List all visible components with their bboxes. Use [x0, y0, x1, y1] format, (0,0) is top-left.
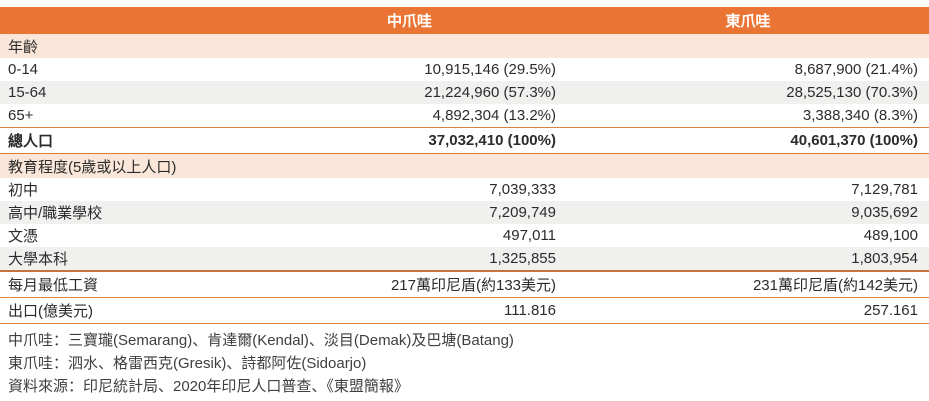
value-cell-central-java: 7,039,333 [489, 181, 556, 198]
row-label: 大學本科 [0, 247, 252, 272]
value-cell-east-java: 489,100 [863, 227, 918, 244]
row-label: 15-64 [0, 81, 252, 104]
empty-header-cell [0, 7, 252, 34]
value-cell-central-java: 111.816 [252, 297, 567, 324]
section-title: 教育程度(5歲或以上人口) [0, 153, 929, 178]
value-cell-central-java: 1,325,855 [252, 247, 567, 272]
footnote-east-java-cities: 東爪哇：泗水、格雷西克(Gresik)、詩都阿佐(Sidoarjo) [8, 355, 367, 372]
section-header-education: 教育程度(5歲或以上人口) [0, 153, 929, 178]
row-label: 總人口 [0, 127, 252, 154]
table-row: 0-14 10,915,146 (29.5%) 8,687,900 (21.4%… [0, 58, 929, 81]
value-cell-east-java: 1,803,954 [567, 247, 929, 272]
row-label: 每月最低工資 [0, 271, 252, 298]
table-row-total-population: 總人口 37,032,410 (100%) 40,601,370 (100%) [0, 127, 929, 154]
value-cell-east-java: 257.161 [567, 297, 929, 324]
value-cell-central-java: 21,224,960 (57.3%) [252, 81, 567, 104]
column-header-east-java: 東爪哇 [567, 7, 929, 34]
table-row: 65+ 4,892,304 (13.2%) 3,388,340 (8.3%) [0, 104, 929, 128]
row-label: 65+ [8, 107, 34, 124]
value-cell-east-java: 3,388,340 (8.3%) [802, 107, 918, 124]
value-cell-central-java: 217萬印尼盾(約133美元) [252, 271, 567, 298]
footnotes: 中爪哇：三寶瓏(Semarang)、肯達爾(Kendal)、淡目(Demak)及… [0, 324, 929, 398]
value-cell-east-java: 40,601,370 (100%) [567, 127, 929, 154]
row-label: 0-14 [8, 61, 39, 78]
value-cell-central-java: 497,011 [502, 227, 556, 244]
table-row: 高中/職業學校 7,209,749 9,035,692 [0, 201, 929, 224]
column-header-row: 中爪哇 東爪哇 [0, 7, 929, 34]
value-cell-central-java: 4,892,304 (13.2%) [432, 107, 556, 124]
table-row: 15-64 21,224,960 (57.3%) 28,525,130 (70.… [0, 81, 929, 104]
column-header-central-java: 中爪哇 [252, 7, 567, 34]
footnote-central-java-cities: 中爪哇：三寶瓏(Semarang)、肯達爾(Kendal)、淡目(Demak)及… [8, 332, 514, 349]
table-row: 初中 7,039,333 7,129,781 [0, 178, 929, 201]
table-row-minimum-wage: 每月最低工資 217萬印尼盾(約133美元) 231萬印尼盾(約142美元) [0, 271, 929, 298]
section-title: 年齡 [0, 34, 929, 58]
table-row: 大學本科 1,325,855 1,803,954 [0, 247, 929, 272]
row-label: 文憑 [8, 228, 39, 245]
value-cell-east-java: 231萬印尼盾(約142美元) [567, 271, 929, 298]
row-label: 出口(億美元) [0, 297, 252, 324]
value-cell-east-java: 7,129,781 [851, 181, 918, 198]
value-cell-central-java: 37,032,410 (100%) [252, 127, 567, 154]
value-cell-central-java: 10,915,146 (29.5%) [424, 61, 556, 78]
table-row-exports: 出口(億美元) 111.816 257.161 [0, 297, 929, 324]
table-row: 文憑 497,011 489,100 [0, 224, 929, 247]
footnote-data-source: 資料來源：印尼統計局、2020年印尼人口普查、《東盟簡報》 [8, 378, 409, 395]
region-comparison-table: 中爪哇 東爪哇 年齡 0-14 10,915,146 (29.5%) 8,687… [0, 7, 929, 324]
value-cell-east-java: 9,035,692 [567, 201, 929, 224]
value-cell-central-java: 7,209,749 [252, 201, 567, 224]
row-label: 高中/職業學校 [0, 201, 252, 224]
value-cell-east-java: 28,525,130 (70.3%) [567, 81, 929, 104]
value-cell-east-java: 8,687,900 (21.4%) [794, 61, 918, 78]
row-label: 初中 [8, 182, 39, 199]
section-header-age: 年齡 [0, 34, 929, 58]
